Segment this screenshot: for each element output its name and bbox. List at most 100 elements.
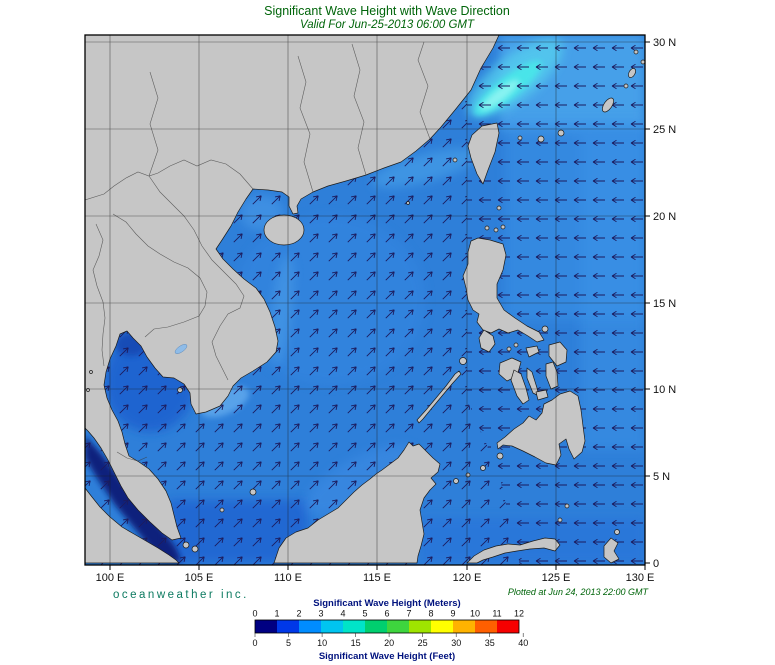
island-dot [219,507,225,513]
island-dot [633,49,639,55]
island-dot [506,346,512,352]
colorbar-outline [254,619,520,634]
y-tick-label: 25 N [653,124,676,136]
colorbar-feet-tick: 25 [418,638,428,648]
border-line [112,213,208,338]
island-dot [484,225,490,231]
colorbar-meters-tick: 8 [428,609,433,619]
colorbar-feet-label: Significant Wave Height (Feet) [319,651,455,662]
colorbar-meters-tick: 1 [274,609,279,619]
island-dot [500,224,506,230]
island-halmahera [603,537,620,564]
colorbar-meters-tick: 5 [362,609,367,619]
island-dot [89,370,93,374]
y-tick-label: 15 N [653,298,676,310]
x-tick-label: 105 E [185,572,214,584]
island-okinawa [602,97,614,113]
colorbar-meters-tick: 11 [492,609,501,619]
x-tick-label: 100 E [96,572,125,584]
y-axis-labels: 30 N 25 N 20 N 15 N 10 N 5 N 0 [653,37,676,570]
x-axis-labels: 100 E 105 E 110 E 115 E 120 E 125 E 130 … [96,572,655,584]
colorbar-swatch [453,620,475,633]
island-dot [614,529,620,535]
colorbar-feet-tick: 35 [485,638,495,648]
island-dot [177,387,183,393]
border-line [85,159,254,201]
colorbar-meters-tick: 2 [296,609,301,619]
island-dot [557,517,563,523]
island-dot [493,227,499,233]
colorbar-swatch [431,620,453,633]
island-dot [465,472,471,478]
country-borders-layer [85,41,431,462]
y-tick-label: 5 N [653,471,670,483]
island-samar [548,341,568,367]
map-plot-area [85,35,645,565]
border-line [417,41,431,140]
island-dot [249,488,257,496]
landmass-mainland-asia [85,35,500,541]
border-line [148,175,245,381]
x-tick-label: 110 E [274,572,302,584]
island-dot [557,129,565,137]
colorbar-feet-tick: 40 [518,638,528,648]
colorbar-meters-tick: 3 [318,609,323,619]
plotted-timestamp: Plotted at Jun 24, 2013 22:00 GMT [508,587,650,597]
border-line [92,223,106,367]
island-luzon [462,237,545,343]
colorbar-swatch [321,620,343,633]
island-mindoro [478,329,496,353]
island-amami [628,68,636,78]
y-tick-label: 30 N [653,37,676,49]
border-line [297,55,314,193]
colorbar-feet-tick: 5 [286,638,291,648]
island-dot [541,325,549,333]
colorbar-swatch [299,620,321,633]
colorbar-swatch [277,620,299,633]
colorbar-meters-tick: 6 [384,609,389,619]
island-dot [191,545,199,553]
island-dot [480,465,486,471]
map-subtitle: Valid For Jun-25-2013 06:00 GMT [300,19,475,31]
island-hainan [263,214,305,246]
colorbar-feet-tick: 0 [252,638,257,648]
border-line [148,71,159,177]
island-dot [640,59,645,65]
colorbar-feet-tick: 30 [451,638,461,648]
island-dot [496,205,502,211]
island-bohol [535,389,549,401]
colorbar-swatch [475,620,497,633]
colorbar: Significant Wave Height (Meters) 0 1 2 3… [252,598,528,662]
island-sulawesi-arm [466,537,561,564]
lake-tonle-sap [174,344,188,354]
colorbar-meter-numbers: 0 1 2 3 4 5 6 7 8 9 10 11 12 [252,609,524,619]
colorbar-meters-tick: 10 [470,609,480,619]
border-line [116,451,148,462]
island-dot [623,83,629,89]
island-taiwan [467,122,500,185]
map-frame [84,34,646,566]
colorbar-feet-numbers: 0 5 10 15 20 25 30 35 40 [252,638,528,648]
colorbar-meters-tick: 7 [406,609,411,619]
island-dot [452,157,458,163]
land-layer [85,35,645,564]
x-tick-label: 130 E [626,572,655,584]
y-tick-label: 20 N [653,211,676,223]
grid-layer [85,35,645,565]
island-borneo [273,441,441,564]
border-line [351,43,367,176]
colorbar-swatches [255,620,519,633]
colorbar-feet-tick: 15 [351,638,361,648]
colorbar-swatch [343,620,365,633]
oceanweather-brand: oceanweather inc. [113,589,249,601]
colorbar-meters-tick: 4 [340,609,345,619]
colorbar-swatch [497,620,519,633]
colorbar-meters-tick: 0 [252,609,257,619]
colorbar-swatch [365,620,387,633]
island-dot [517,135,523,141]
colorbar-swatch [387,620,409,633]
island-leyte [545,361,559,390]
colorbar-meters-label: Significant Wave Height (Meters) [313,598,460,609]
